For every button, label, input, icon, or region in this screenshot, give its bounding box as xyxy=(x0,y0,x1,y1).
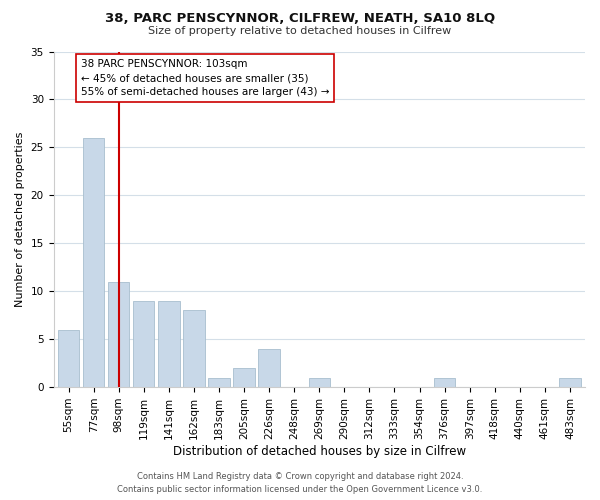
Bar xyxy=(58,330,79,387)
Text: 38, PARC PENSCYNNOR, CILFREW, NEATH, SA10 8LQ: 38, PARC PENSCYNNOR, CILFREW, NEATH, SA1… xyxy=(105,12,495,26)
Bar xyxy=(158,301,179,387)
Bar xyxy=(259,348,280,387)
Bar xyxy=(233,368,255,387)
Text: 38 PARC PENSCYNNOR: 103sqm
← 45% of detached houses are smaller (35)
55% of semi: 38 PARC PENSCYNNOR: 103sqm ← 45% of deta… xyxy=(81,59,329,97)
Bar xyxy=(133,301,154,387)
Bar xyxy=(434,378,455,387)
Text: Contains HM Land Registry data © Crown copyright and database right 2024.
Contai: Contains HM Land Registry data © Crown c… xyxy=(118,472,482,494)
Bar xyxy=(208,378,230,387)
Bar xyxy=(183,310,205,387)
Bar xyxy=(83,138,104,387)
Bar xyxy=(559,378,581,387)
Y-axis label: Number of detached properties: Number of detached properties xyxy=(15,132,25,307)
Bar xyxy=(108,282,130,387)
Bar xyxy=(308,378,330,387)
Text: Size of property relative to detached houses in Cilfrew: Size of property relative to detached ho… xyxy=(148,26,452,36)
X-axis label: Distribution of detached houses by size in Cilfrew: Distribution of detached houses by size … xyxy=(173,444,466,458)
